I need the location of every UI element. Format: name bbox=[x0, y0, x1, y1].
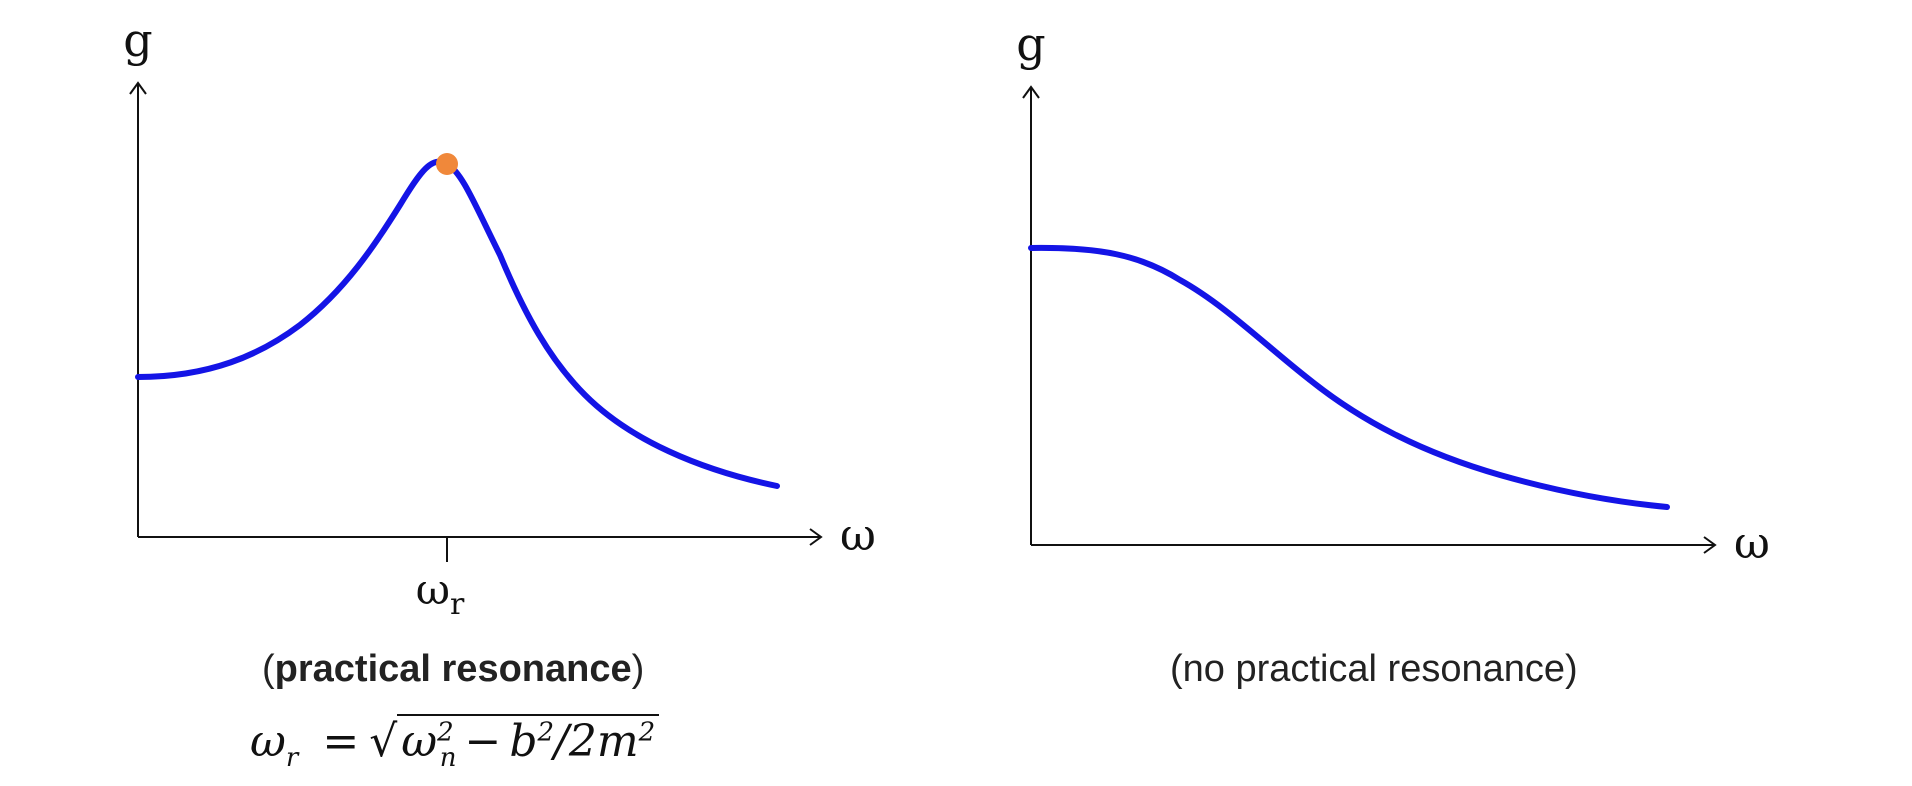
resonance-formula: ωr = √ω2n − b2/2m2 bbox=[250, 714, 660, 773]
right-x-axis-arrowhead bbox=[1703, 536, 1717, 554]
left-x-axis-arrowhead bbox=[809, 528, 823, 546]
left-caption: (practical resonance) bbox=[262, 648, 645, 690]
peak-marker bbox=[436, 153, 458, 175]
left-x-axis-label: ω bbox=[840, 510, 876, 561]
right-x-axis-label: ω bbox=[1734, 518, 1770, 569]
left-y-axis-label: g bbox=[123, 13, 152, 67]
right-y-axis-arrowhead bbox=[1022, 85, 1040, 99]
right-plot: g ω bbox=[1016, 17, 1770, 569]
resonance-curve bbox=[135, 158, 780, 489]
right-y-axis-label: g bbox=[1016, 17, 1045, 71]
right-caption: (no practical resonance) bbox=[1170, 648, 1578, 690]
no-resonance-curve bbox=[1028, 244, 1670, 510]
left-y-axis-arrowhead bbox=[129, 81, 147, 95]
resonance-tick-label: ωr bbox=[416, 565, 465, 622]
left-plot: g ω ωr bbox=[123, 13, 876, 622]
